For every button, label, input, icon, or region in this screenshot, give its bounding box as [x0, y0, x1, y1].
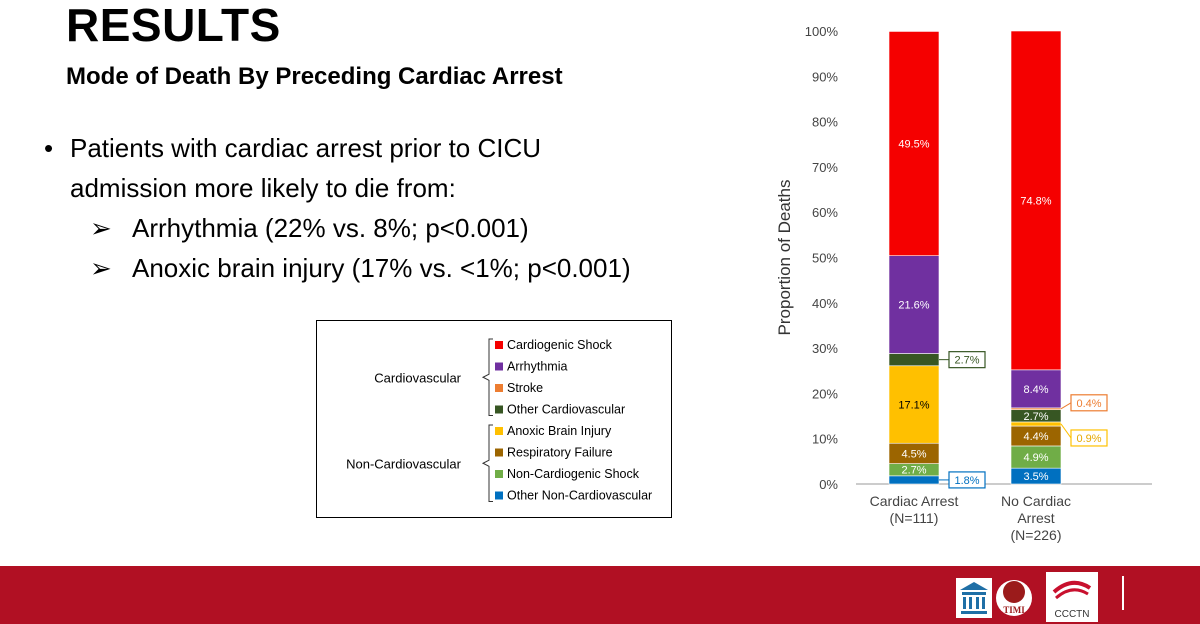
- x-tick-label: Cardiac Arrest: [870, 493, 959, 509]
- legend-brace: [481, 338, 493, 416]
- bar-segment: [888, 475, 940, 485]
- legend-group-label: Non-Cardiovascular: [346, 456, 462, 471]
- data-label: 49.5%: [898, 139, 929, 151]
- data-label: 3.5%: [1023, 471, 1048, 483]
- bullet-list: • Patients with cardiac arrest prior to …: [44, 128, 631, 288]
- legend-swatch: [495, 470, 503, 478]
- footer-logos: TIMI CCCTN: [956, 572, 1124, 622]
- timi-logo-icon: TIMI: [996, 580, 1032, 616]
- legend-swatch: [495, 362, 503, 371]
- callout-box: [948, 471, 986, 489]
- sub-bullet-text: Arrhythmia (22% vs. 8%; p<0.001): [132, 213, 529, 243]
- chart-legend: Cardiovascular Cardiogenic Shock Arrhythmi…: [316, 320, 672, 518]
- callout-box: [948, 351, 986, 369]
- legend-item-label: Non-Cardiogenic Shock: [507, 467, 640, 481]
- data-label: 4.4%: [1023, 431, 1048, 443]
- legend-graphic: Cardiovascular Cardiogenic Shock Arrhythmi…: [346, 338, 652, 503]
- main-bullet-line2: admission more likely to die from:: [70, 173, 456, 203]
- bullet-dot-icon: •: [44, 133, 54, 163]
- x-tick-label: No Cardiac: [1001, 493, 1071, 509]
- bar-segment: [1010, 369, 1062, 409]
- callout-leader: [1060, 402, 1072, 410]
- main-bullet: • Patients with cardiac arrest prior to …: [44, 128, 631, 168]
- ccctn-logo-text: CCCTN: [1055, 609, 1090, 620]
- y-tick-label: 60%: [812, 205, 838, 220]
- callout-box: [1070, 429, 1108, 447]
- data-label: 0.4%: [1076, 398, 1101, 410]
- y-tick-label: 90%: [812, 69, 838, 84]
- stacked-bar-chart: 0% 10% 20% 30% 40% 50% 60% 70% 80% 90% 100% Proport…: [775, 24, 1152, 543]
- bar-segment: [888, 353, 940, 367]
- legend-item-label: Anoxic Brain Injury: [507, 424, 612, 438]
- x-tick-label: Arrest: [1017, 510, 1054, 526]
- legend-brace: [481, 424, 493, 502]
- y-tick-label: 70%: [812, 160, 838, 175]
- legend-item-label: Cardiogenic Shock: [507, 338, 613, 352]
- y-tick-label: 100%: [805, 24, 839, 39]
- data-label: 4.9%: [1023, 452, 1048, 464]
- timi-logo-text: TIMI: [1003, 605, 1025, 615]
- legend-swatch: [495, 384, 503, 392]
- data-label: 2.7%: [1023, 411, 1048, 423]
- legend-swatch: [495, 427, 503, 435]
- ccctn-logo-icon: CCCTN: [1046, 572, 1098, 622]
- data-label: 74.8%: [1020, 195, 1051, 207]
- slide-subtitle: Mode of Death By Preceding Cardiac Arres…: [66, 63, 563, 90]
- callout-box: [1070, 394, 1108, 412]
- legend-item-label: Respiratory Failure: [507, 446, 613, 460]
- data-label: 2.7%: [901, 465, 926, 477]
- y-tick-label: 10%: [812, 432, 838, 447]
- data-label: 8.4%: [1023, 384, 1048, 396]
- legend-item-label: Other Cardiovascular: [507, 403, 625, 417]
- footer-divider: [1122, 576, 1124, 610]
- legend-swatch: [495, 405, 503, 414]
- arrow-bullet-icon: ➢: [90, 253, 112, 283]
- data-label: 2.7%: [954, 355, 979, 367]
- main-bullet-line1: Patients with cardiac arrest prior to CI…: [70, 133, 542, 163]
- data-label: 4.5%: [901, 448, 926, 460]
- arrow-bullet-icon: ➢: [90, 213, 112, 243]
- x-tick-label: (N=111): [890, 510, 939, 526]
- y-axis-label: Proportion of Deaths: [775, 180, 794, 336]
- bar-segment: [1010, 30, 1062, 371]
- x-tick-label: (N=226): [1011, 527, 1062, 543]
- sub-bullet-arrhythmia: ➢ Arrhythmia (22% vs. 8%; p<0.001): [90, 208, 631, 248]
- legend-item-label: Arrhythmia: [507, 360, 567, 374]
- legend-item-label: Other Non-Cardiovascular: [507, 489, 652, 503]
- y-tick-label: 20%: [812, 386, 838, 401]
- bar-segment: [888, 365, 940, 444]
- main-bullet-continued: admission more likely to die from:: [44, 168, 631, 208]
- sub-bullet-text: Anoxic brain injury (17% vs. <1%; p<0.00…: [132, 253, 631, 283]
- institution-logo-icon: [956, 578, 992, 618]
- y-tick-label: 80%: [812, 115, 838, 130]
- data-label: 21.6%: [898, 300, 929, 312]
- legend-item-label: Stroke: [507, 381, 543, 395]
- data-label: 1.8%: [954, 475, 979, 487]
- data-label: 0.9%: [1076, 433, 1101, 445]
- bar-segment: [888, 255, 940, 354]
- y-tick-label: 30%: [812, 341, 838, 356]
- callout-leader: [1060, 423, 1072, 439]
- y-tick-label: 40%: [812, 296, 838, 311]
- legend-swatch: [495, 448, 503, 457]
- y-tick-label: 0%: [819, 477, 838, 492]
- data-label: 17.1%: [898, 399, 929, 411]
- legend-swatch: [495, 341, 503, 349]
- legend-group-label: Cardiovascular: [374, 370, 461, 385]
- slide-title: RESULTS: [66, 0, 281, 51]
- bar-segment: [888, 31, 940, 256]
- legend-swatch: [495, 491, 503, 500]
- sub-bullet-anoxic: ➢ Anoxic brain injury (17% vs. <1%; p<0.…: [90, 248, 631, 288]
- y-tick-label: 50%: [812, 251, 838, 266]
